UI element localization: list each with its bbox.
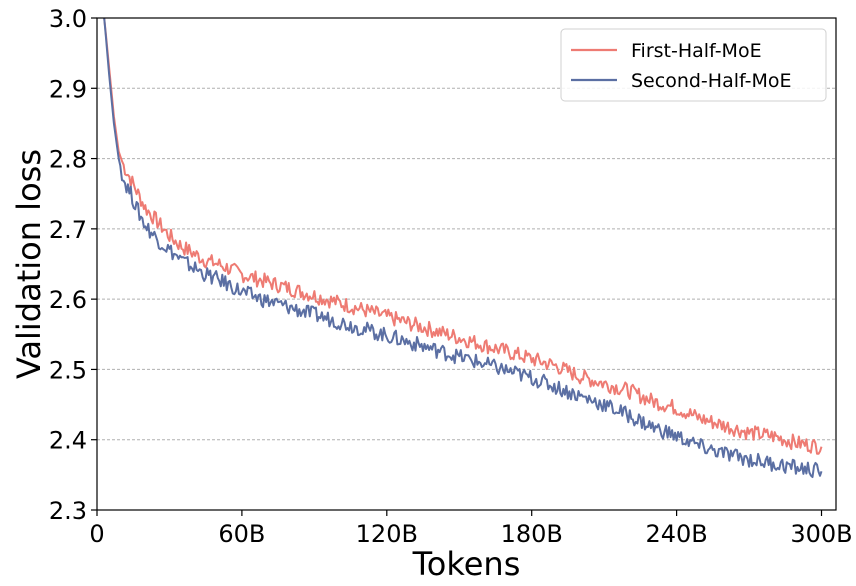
plot-frame bbox=[96, 17, 837, 511]
y-tick-label: 2.4 bbox=[49, 427, 87, 455]
y-tick-label: 2.3 bbox=[49, 497, 87, 525]
grid-lines bbox=[97, 87, 836, 441]
y-tick-label: 2.7 bbox=[49, 216, 87, 244]
x-tick-label: 300B bbox=[790, 520, 852, 548]
x-tick-label: 0 bbox=[89, 520, 104, 548]
x-axis-title: Tokens bbox=[412, 545, 521, 583]
x-tick-label: 240B bbox=[645, 520, 707, 548]
y-tick-label: 2.6 bbox=[49, 286, 87, 314]
y-tick-label: 2.9 bbox=[49, 75, 87, 103]
y-tick-label: 3.0 bbox=[49, 5, 87, 33]
legend-box bbox=[560, 28, 827, 102]
x-tick-label: 180B bbox=[501, 520, 563, 548]
x-tick-label: 60B bbox=[218, 520, 265, 548]
y-tick-label: 2.5 bbox=[49, 356, 87, 384]
y-axis-title: Validation loss bbox=[10, 149, 48, 379]
legend: First-Half-MoE Second-Half-MoE bbox=[560, 28, 827, 102]
legend-label: Second-Half-MoE bbox=[631, 70, 792, 92]
y-axis-ticks: 2.3 2.4 2.5 2.6 2.7 2.8 2.9 3.0 bbox=[49, 5, 97, 525]
y-tick-label: 2.8 bbox=[49, 146, 87, 174]
series-line-1 bbox=[103, 17, 823, 455]
series-line-2 bbox=[103, 17, 823, 479]
legend-label: First-Half-MoE bbox=[631, 40, 762, 62]
series-lines bbox=[103, 17, 823, 479]
x-axis-ticks: 0 60B 120B 180B 240B 300B bbox=[89, 510, 853, 548]
x-tick-label: 120B bbox=[356, 520, 418, 548]
